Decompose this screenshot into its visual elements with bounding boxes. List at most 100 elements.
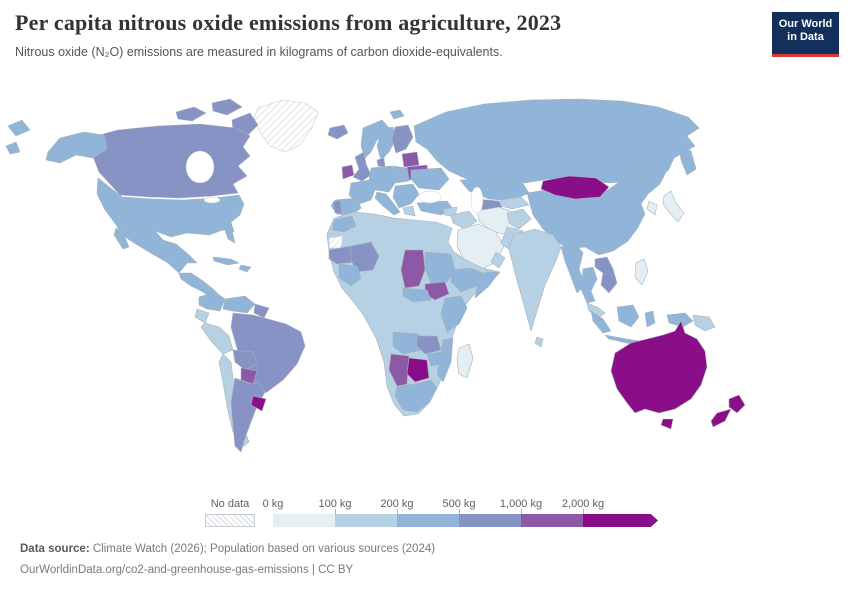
country-greenland[interactable] (253, 99, 319, 153)
country-hispaniola[interactable] (238, 264, 252, 273)
country-paraguay[interactable] (240, 367, 258, 385)
country-portugal[interactable] (332, 199, 343, 215)
country-namibia[interactable] (388, 353, 410, 387)
country-canada-arctic2[interactable] (211, 98, 243, 116)
country-bolivia[interactable] (232, 349, 258, 371)
country-italy[interactable] (374, 191, 401, 216)
legend-bin-1000-2000[interactable] (521, 514, 583, 527)
chart-header: Per capita nitrous oxide emissions from … (15, 10, 755, 59)
country-malaysia[interactable] (586, 302, 606, 318)
country-iceland[interactable] (327, 124, 349, 140)
country-russia[interactable] (413, 98, 700, 184)
country-denmark[interactable] (376, 157, 386, 168)
chart-footer: Data source: Climate Watch (2026); Popul… (20, 543, 436, 585)
country-ireland[interactable] (341, 164, 355, 180)
country-afghanistan[interactable] (506, 208, 532, 230)
country-vietnam[interactable] (594, 256, 618, 294)
country-finland[interactable] (391, 124, 414, 154)
country-united-states-alaska[interactable] (45, 131, 108, 164)
country-morocco[interactable] (331, 215, 357, 233)
legend-tick-500: 500 kg (442, 498, 476, 510)
country-uruguay[interactable] (250, 395, 267, 412)
country-western-sahara[interactable] (328, 235, 344, 249)
country-somalia[interactable] (474, 271, 500, 299)
country-russia-west-sliver2[interactable] (5, 141, 21, 155)
country-south-africa[interactable] (394, 379, 438, 413)
country-mali[interactable] (350, 241, 380, 273)
country-botswana[interactable] (406, 357, 430, 383)
country-indonesia-borneo[interactable] (616, 304, 640, 328)
country-peru[interactable] (200, 322, 234, 355)
legend-bin-200-500[interactable] (397, 514, 459, 527)
owid-logo[interactable]: Our World in Data (772, 12, 839, 57)
legend-tickmark (521, 509, 522, 514)
black-sea (418, 190, 442, 204)
country-angola[interactable] (392, 331, 424, 355)
country-australia[interactable] (610, 320, 708, 414)
country-philippines[interactable] (634, 258, 649, 286)
country-canada[interactable] (87, 123, 251, 199)
country-united-kingdom[interactable] (352, 151, 372, 182)
country-india[interactable] (508, 228, 562, 332)
data-source-label: Data source: (20, 543, 90, 555)
owid-logo-line1: Our World (778, 18, 833, 30)
country-baltic-states[interactable] (401, 151, 420, 168)
country-madagascar[interactable] (456, 343, 474, 379)
country-indonesia-papua[interactable] (666, 312, 694, 328)
hudson-bay (185, 150, 215, 184)
region-guinea-senegal[interactable] (338, 263, 362, 287)
country-canada-arctic1[interactable] (175, 106, 207, 122)
attribution-line[interactable]: OurWorldinData.org/co2-and-greenhouse-ga… (20, 563, 354, 576)
country-zambia[interactable] (416, 335, 442, 355)
country-sweden[interactable] (376, 126, 397, 161)
country-sri-lanka[interactable] (534, 336, 544, 348)
country-mexico-baja[interactable] (113, 227, 130, 250)
country-greece[interactable] (402, 205, 416, 217)
country-balkans[interactable] (392, 183, 420, 209)
country-oman[interactable] (490, 251, 506, 269)
region-cameroon-car[interactable] (402, 287, 432, 303)
country-mexico[interactable] (116, 225, 198, 274)
region-kenya-tanzania[interactable] (440, 295, 468, 333)
data-source-line: Data source: Climate Watch (2026); Popul… (20, 543, 436, 556)
country-thailand[interactable] (580, 266, 598, 304)
country-japan[interactable] (662, 190, 685, 223)
legend-tickmark (583, 509, 584, 514)
owid-logo-accent-bar (772, 54, 839, 57)
legend-bin-500-1000[interactable] (459, 514, 521, 527)
country-australia-tasmania[interactable] (660, 418, 674, 430)
country-united-states-florida[interactable] (224, 229, 236, 244)
legend-tick-0: 0 kg (262, 498, 284, 510)
legend-bin-0-100[interactable] (273, 514, 335, 527)
country-indonesia-sumatra[interactable] (590, 310, 612, 334)
country-papua-new-guinea[interactable] (692, 314, 716, 332)
legend-bin-2000-plus[interactable] (583, 514, 645, 527)
country-new-zealand-south[interactable] (710, 408, 732, 428)
country-ecuador[interactable] (194, 308, 210, 324)
country-ukraine[interactable] (410, 167, 450, 191)
country-chad[interactable] (400, 249, 426, 289)
country-cuba[interactable] (212, 256, 240, 266)
country-iraq[interactable] (450, 210, 478, 230)
country-russia-kamchatka[interactable] (678, 146, 697, 176)
legend-tick-100: 100 kg (318, 498, 352, 510)
country-korea[interactable] (646, 200, 658, 216)
country-mozambique[interactable] (436, 337, 454, 383)
country-venezuela[interactable] (222, 295, 256, 314)
legend-tickmark (335, 509, 336, 514)
country-svalbard[interactable] (389, 109, 405, 120)
legend-tick-2000: 2,000 kg (561, 498, 605, 510)
country-new-zealand-north[interactable] (728, 394, 746, 414)
country-mongolia[interactable] (540, 175, 610, 200)
country-mauritania[interactable] (328, 245, 356, 265)
country-russia-west-sliver[interactable] (7, 119, 31, 137)
legend-no-data-swatch[interactable] (205, 514, 255, 527)
country-colombia[interactable] (198, 291, 226, 312)
data-source-text: Climate Watch (2026); Population based o… (89, 543, 436, 555)
map-legend: No data 0 kg 100 kg 200 kg 500 kg 1,000 … (205, 498, 665, 530)
country-sudan[interactable] (424, 251, 456, 285)
country-indonesia-sulawesi[interactable] (644, 310, 656, 328)
legend-bin-100-200[interactable] (335, 514, 397, 527)
